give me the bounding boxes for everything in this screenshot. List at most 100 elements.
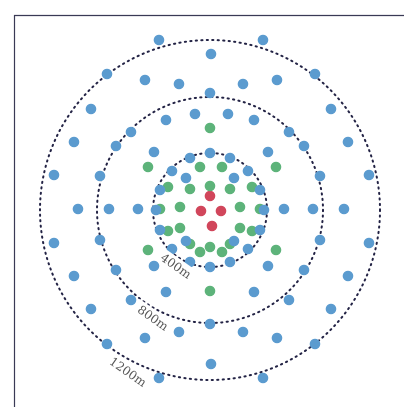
blue-point (125, 126, 137, 138)
blue-point (160, 114, 172, 126)
blue-point (103, 203, 115, 215)
blue-point (363, 169, 375, 181)
blue-point (160, 286, 172, 298)
blue-point (224, 256, 236, 268)
blue-point (189, 108, 201, 120)
blue-point (154, 224, 166, 236)
green-point (224, 183, 236, 195)
green-point (162, 225, 174, 237)
blue-point (228, 235, 240, 247)
blue-point (173, 326, 185, 338)
blue-point (68, 270, 80, 282)
blue-point (258, 204, 270, 216)
green-point (216, 161, 228, 173)
blue-point (222, 108, 234, 120)
blue-point (110, 140, 122, 152)
label-bg-1200m (102, 350, 154, 393)
blue-point (139, 332, 151, 344)
blue-point (101, 338, 113, 350)
blue-point (262, 146, 274, 158)
label-bg-400m (153, 246, 199, 285)
blue-point (254, 184, 266, 196)
blue-point (271, 74, 283, 86)
blue-point (101, 68, 113, 80)
blue-point (48, 169, 60, 181)
blue-point (85, 103, 97, 115)
blue-point (94, 170, 106, 182)
blue-point (94, 234, 106, 246)
blue-point (298, 140, 310, 152)
blue-point (148, 146, 160, 158)
blue-point (154, 184, 166, 196)
green-point (204, 122, 216, 134)
blue-point (242, 165, 254, 177)
green-point (194, 161, 206, 173)
blue-point (184, 152, 196, 164)
blue-point (153, 34, 165, 46)
blue-point (283, 126, 295, 138)
blue-point (342, 270, 354, 282)
green-point (204, 241, 216, 253)
blue-point (271, 332, 283, 344)
blue-point (204, 147, 216, 159)
blue-point (166, 165, 178, 177)
blue-point (205, 358, 217, 370)
blue-point (180, 172, 192, 184)
blue-point (72, 203, 84, 215)
blue-point (307, 203, 319, 215)
red-point (206, 220, 218, 232)
green-point (270, 161, 282, 173)
blue-point (132, 203, 144, 215)
blue-point (237, 326, 249, 338)
blue-point (283, 294, 295, 306)
blue-point (363, 237, 375, 249)
blue-point (248, 114, 260, 126)
blue-point (224, 152, 236, 164)
blue-point (237, 78, 249, 90)
blue-point (248, 286, 260, 298)
blue-point (257, 34, 269, 46)
ring-1200m (39, 39, 381, 381)
blue-point (314, 234, 326, 246)
blue-point (85, 303, 97, 315)
green-point (194, 246, 206, 258)
blue-point (180, 235, 192, 247)
blue-point (139, 74, 151, 86)
red-point (195, 205, 207, 217)
green-point (270, 244, 282, 256)
blue-point (314, 170, 326, 182)
green-point (184, 183, 196, 195)
blue-point (204, 87, 216, 99)
green-point (216, 246, 228, 258)
blue-point (309, 338, 321, 350)
red-point (215, 205, 227, 217)
green-point (234, 222, 246, 234)
blue-point (148, 260, 160, 272)
blue-point (254, 224, 266, 236)
blue-point (342, 136, 354, 148)
points-layer (48, 34, 375, 384)
blue-point (205, 48, 217, 60)
blue-point (125, 294, 137, 306)
green-point (142, 161, 154, 173)
blue-point (48, 237, 60, 249)
green-point (246, 181, 258, 193)
blue-point (325, 303, 337, 315)
blue-point (298, 264, 310, 276)
blue-point (204, 261, 216, 273)
blue-point (325, 103, 337, 115)
blue-point (242, 243, 254, 255)
blue-point (338, 203, 350, 215)
label-bg-800m (130, 298, 176, 337)
blue-point (278, 203, 290, 215)
red-point (204, 190, 216, 202)
blue-point (173, 78, 185, 90)
green-point (174, 222, 186, 234)
blue-point (262, 260, 274, 272)
blue-point (110, 264, 122, 276)
blue-point (257, 372, 269, 384)
green-point (204, 285, 216, 297)
blue-point (228, 172, 240, 184)
